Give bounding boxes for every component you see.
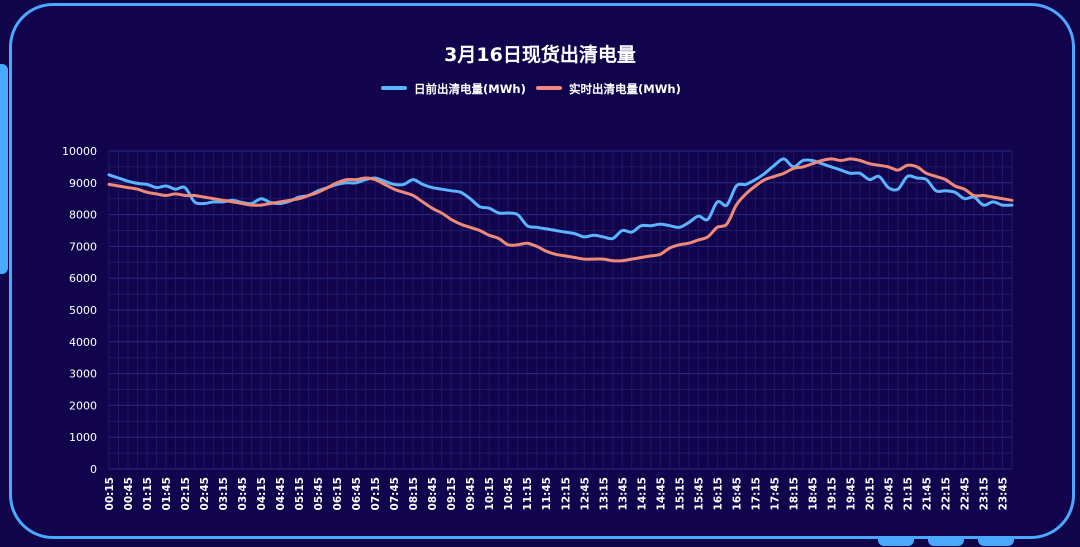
bottom-tab-1 [878,539,914,546]
x-tick-label: 02:45 [199,477,211,510]
legend-swatch [381,86,407,90]
y-tick-label: 6000 [69,272,97,285]
y-tick-label: 9000 [69,177,97,190]
y-tick-label: 4000 [69,336,97,349]
x-tick-label: 21:15 [902,477,914,510]
x-tick-label: 09:45 [465,477,477,510]
y-axis: 0 1000 2000 3000 4000 5000 6000 7000 8000 9000 100… [62,145,97,476]
x-tick-label: 18:45 [807,477,819,510]
series-lines [107,157,1014,263]
series-line-2 [107,157,1014,263]
y-tick-label: 3000 [69,368,97,381]
x-axis: 00:15 00:45 01:15 01:45 02:15 02:45 03:15 03:45… [104,477,1009,510]
x-tick-label: 03:15 [218,477,230,510]
x-tick-label: 05:15 [294,477,306,510]
x-tick-label: 10:15 [484,477,496,510]
x-tick-label: 10:45 [503,477,515,510]
x-tick-label: 17:15 [750,477,762,510]
x-tick-label: 08:45 [427,477,439,510]
x-tick-label: 15:45 [693,477,705,510]
x-tick-label: 04:45 [275,477,287,510]
x-tick-label: 13:45 [617,477,629,510]
x-tick-label: 22:15 [940,477,952,510]
x-tick-label: 06:15 [332,477,344,510]
x-tick-label: 08:15 [408,477,420,510]
x-tick-label: 04:15 [256,477,268,510]
chart-panel-frame [9,3,1075,539]
bottom-tab-3 [978,539,1014,546]
x-tick-label: 23:15 [978,477,990,510]
x-tick-label: 13:15 [598,477,610,510]
x-tick-label: 23:45 [997,477,1009,510]
x-tick-label: 00:45 [123,477,135,510]
chart-legend: 日前出清电量(MWh) 实时出清电量(MWh) [381,82,681,96]
x-tick-label: 19:15 [826,477,838,510]
x-tick-label: 16:15 [712,477,724,510]
x-tick-label: 09:15 [446,477,458,510]
x-tick-label: 12:45 [579,477,591,510]
legend-swatch [536,86,562,90]
x-tick-label: 14:15 [636,477,648,510]
x-tick-label: 07:15 [370,477,382,510]
x-tick-label: 22:45 [959,477,971,510]
x-tick-label: 07:45 [389,477,401,510]
x-tick-label: 06:45 [351,477,363,510]
x-tick-label: 15:15 [674,477,686,510]
x-tick-label: 12:15 [560,477,572,510]
y-tick-label: 10000 [62,145,97,158]
x-tick-label: 21:45 [921,477,933,510]
x-tick-label: 11:45 [541,477,553,510]
legend-item-1[interactable]: 日前出清电量(MWh) [381,82,526,96]
x-tick-label: 01:45 [161,477,173,510]
x-tick-label: 16:45 [731,477,743,510]
x-tick-label: 17:45 [769,477,781,510]
left-side-tab [0,64,8,274]
y-tick-label: 7000 [69,240,97,253]
x-tick-label: 01:15 [142,477,154,510]
x-tick-label: 20:15 [864,477,876,510]
y-tick-label: 0 [90,463,97,476]
chart-grid [108,150,1013,470]
x-tick-label: 05:45 [313,477,325,510]
y-tick-label: 5000 [69,304,97,317]
bottom-tab-2 [928,539,964,546]
x-tick-label: 19:45 [845,477,857,510]
x-tick-label: 14:45 [655,477,667,510]
x-tick-label: 20:45 [883,477,895,510]
chart-title: 3月16日现货出清电量 [444,43,636,66]
legend-label: 日前出清电量(MWh) [414,82,526,96]
x-tick-label: 11:15 [522,477,534,510]
legend-label: 实时出清电量(MWh) [569,82,681,96]
y-tick-label: 8000 [69,209,97,222]
y-tick-label: 1000 [69,431,97,444]
series-line-1 [107,157,1014,241]
legend-item-2[interactable]: 实时出清电量(MWh) [536,82,681,96]
x-tick-label: 03:45 [237,477,249,510]
x-tick-label: 18:15 [788,477,800,510]
x-tick-label: 00:15 [104,477,116,510]
x-tick-label: 02:15 [180,477,192,510]
y-tick-label: 2000 [69,399,97,412]
